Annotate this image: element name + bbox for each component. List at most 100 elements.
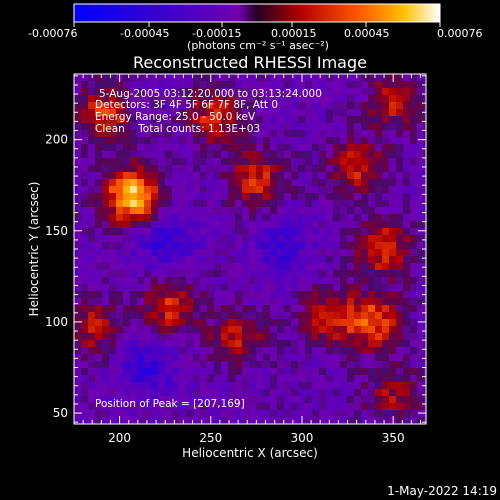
heatmap-cell bbox=[305, 375, 313, 383]
heatmap-cell bbox=[326, 284, 334, 292]
heatmap-cell bbox=[123, 389, 131, 397]
heatmap-cell bbox=[382, 361, 390, 369]
heatmap-cell bbox=[424, 193, 426, 201]
heatmap-cell bbox=[81, 109, 89, 117]
heatmap-cell bbox=[277, 165, 285, 173]
heatmap-cell bbox=[214, 207, 222, 215]
heatmap-cell bbox=[319, 277, 327, 285]
heatmap-cell bbox=[284, 347, 292, 355]
heatmap-cell bbox=[116, 354, 124, 362]
heatmap-cell bbox=[165, 172, 173, 180]
heatmap-cell bbox=[81, 130, 89, 138]
heatmap-cell bbox=[368, 165, 376, 173]
heatmap-cell bbox=[305, 221, 313, 229]
heatmap-cell bbox=[102, 305, 110, 313]
heatmap-cell bbox=[347, 298, 355, 306]
heatmap-cell bbox=[186, 214, 194, 222]
heatmap-cell bbox=[200, 249, 208, 257]
heatmap-cell bbox=[242, 256, 250, 264]
heatmap-cell bbox=[326, 186, 334, 194]
heatmap-cell bbox=[193, 214, 201, 222]
heatmap-cell bbox=[228, 130, 236, 138]
y-tick-label: 200 bbox=[45, 133, 68, 147]
heatmap-cell bbox=[354, 403, 362, 411]
heatmap-cell bbox=[319, 186, 327, 194]
heatmap-cell bbox=[165, 179, 173, 187]
heatmap-cell bbox=[137, 116, 145, 124]
heatmap-cell bbox=[74, 144, 82, 152]
heatmap-cell bbox=[214, 81, 222, 89]
heatmap-cell bbox=[424, 207, 426, 215]
heatmap-cell bbox=[396, 102, 404, 110]
heatmap-cell bbox=[130, 102, 138, 110]
heatmap-cell bbox=[319, 172, 327, 180]
heatmap-cell bbox=[256, 312, 264, 320]
heatmap-cell bbox=[361, 228, 369, 236]
heatmap-cell bbox=[277, 263, 285, 271]
heatmap-cell bbox=[235, 81, 243, 89]
heatmap-cell bbox=[123, 298, 131, 306]
heatmap-cell bbox=[200, 228, 208, 236]
heatmap-cell bbox=[326, 277, 334, 285]
heatmap-cell bbox=[354, 74, 362, 82]
heatmap-cell bbox=[186, 249, 194, 257]
heatmap-cell bbox=[340, 256, 348, 264]
heatmap-cell bbox=[249, 221, 257, 229]
heatmap-cell bbox=[354, 137, 362, 145]
heatmap-cell bbox=[102, 347, 110, 355]
heatmap-cell bbox=[235, 158, 243, 166]
heatmap-cell bbox=[193, 109, 201, 117]
heatmap-cell bbox=[158, 305, 166, 313]
heatmap-cell bbox=[123, 235, 131, 243]
heatmap-cell bbox=[179, 95, 187, 103]
heatmap-cell bbox=[319, 109, 327, 117]
heatmap-cell bbox=[123, 228, 131, 236]
heatmap-cell bbox=[368, 186, 376, 194]
heatmap-cell bbox=[158, 389, 166, 397]
heatmap-cell bbox=[270, 347, 278, 355]
heatmap-cell bbox=[249, 158, 257, 166]
heatmap-cell bbox=[263, 389, 271, 397]
heatmap-cell bbox=[403, 249, 411, 257]
heatmap-cell bbox=[88, 270, 96, 278]
heatmap-cell bbox=[186, 88, 194, 96]
heatmap-cell bbox=[298, 263, 306, 271]
heatmap-cell bbox=[249, 123, 257, 131]
heatmap-cell bbox=[375, 291, 383, 299]
heatmap-cell bbox=[263, 354, 271, 362]
heatmap-cell bbox=[396, 186, 404, 194]
heatmap-cell bbox=[130, 88, 138, 96]
heatmap-cell bbox=[403, 340, 411, 348]
heatmap-cell bbox=[277, 228, 285, 236]
heatmap-cell bbox=[319, 81, 327, 89]
heatmap-cell bbox=[116, 319, 124, 327]
heatmap-cell bbox=[172, 368, 180, 376]
heatmap-cell bbox=[375, 312, 383, 320]
heatmap-cell bbox=[410, 263, 418, 271]
heatmap-cell bbox=[172, 249, 180, 257]
heatmap-cell bbox=[109, 277, 117, 285]
heatmap-cell bbox=[74, 158, 82, 166]
heatmap-cell bbox=[158, 312, 166, 320]
heatmap-cell bbox=[354, 347, 362, 355]
heatmap-cell bbox=[172, 333, 180, 341]
heatmap-cell bbox=[347, 361, 355, 369]
heatmap-cell bbox=[347, 144, 355, 152]
heatmap-cell bbox=[207, 361, 215, 369]
heatmap-cell bbox=[179, 249, 187, 257]
heatmap-cell bbox=[221, 326, 229, 334]
heatmap-cell bbox=[424, 256, 426, 264]
heatmap-cell bbox=[361, 242, 369, 250]
heatmap-cell bbox=[270, 403, 278, 411]
heatmap-cell bbox=[235, 249, 243, 257]
heatmap-cell bbox=[417, 347, 425, 355]
heatmap-cell bbox=[284, 186, 292, 194]
heatmap-cell bbox=[172, 116, 180, 124]
heatmap-cell bbox=[354, 200, 362, 208]
heatmap-cell bbox=[200, 242, 208, 250]
heatmap-cell bbox=[263, 396, 271, 404]
heatmap-cell bbox=[305, 130, 313, 138]
heatmap-cell bbox=[151, 165, 159, 173]
heatmap-cell bbox=[291, 298, 299, 306]
heatmap-cell bbox=[214, 368, 222, 376]
